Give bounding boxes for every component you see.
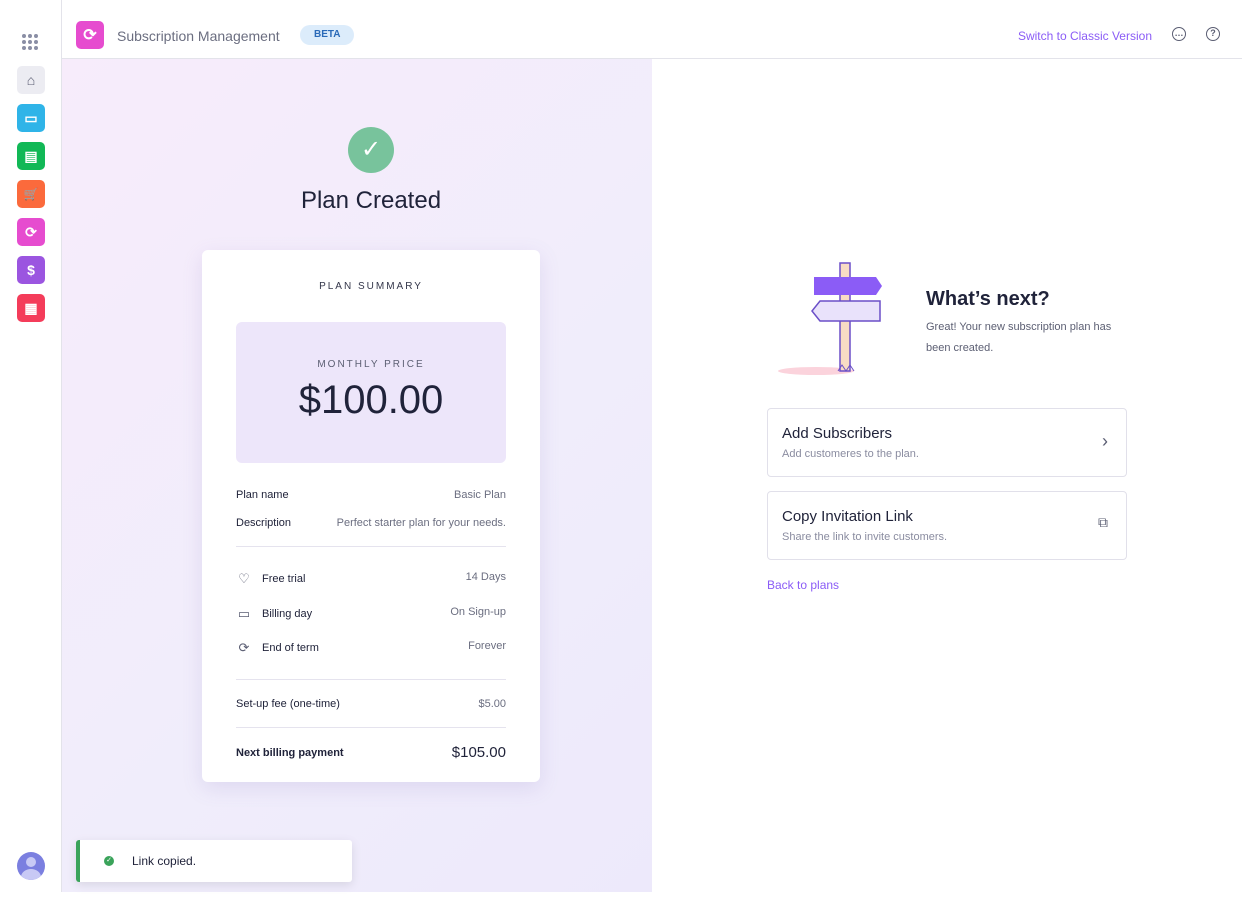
value: 14 Days [465, 571, 506, 583]
divider [236, 546, 506, 547]
option-subtitle: Share the link to invite customers. [782, 531, 948, 543]
option-title: Copy Invitation Link [782, 508, 913, 525]
billing-day-row: ▭ Billing day On Sign-up [236, 606, 506, 622]
page-title: Plan Created [300, 187, 442, 214]
end-term-row: ⟳ End of term Forever [236, 640, 506, 656]
value: On Sign-up [450, 606, 506, 618]
invoice-app-icon[interactable]: $ [17, 256, 45, 284]
divider [236, 679, 506, 680]
chevron-right-icon: › [1102, 431, 1108, 451]
switch-classic-link[interactable]: Switch to Classic Version [1017, 29, 1152, 43]
copy-invitation-link-button[interactable]: Copy Invitation Link Share the link to i… [767, 491, 1127, 560]
cart-app-icon[interactable]: 🛒 [17, 180, 45, 208]
label: Next billing payment [236, 746, 344, 759]
user-avatar[interactable] [17, 852, 45, 880]
apps-grid-icon[interactable] [22, 34, 38, 50]
monthly-price: $100.00 [298, 378, 444, 422]
app-sidebar: ⌂ ▭ ▤ 🛒 ⟳ $ ▦ [0, 0, 62, 892]
toast-text: Link copied. [132, 854, 197, 868]
plan-created-panel: ✓ Plan Created PLAN SUMMARY MONTHLY PRIC… [62, 59, 652, 892]
price-label: MONTHLY PRICE [317, 359, 425, 370]
calendar-icon: ▭ [237, 606, 251, 621]
plan-name-row: Plan name Basic Plan [236, 489, 506, 501]
subscription-logo-icon: ⟳ [76, 21, 104, 49]
next-payment-row: Next billing payment $105.00 [236, 744, 506, 761]
value: Perfect starter plan for your needs. [336, 517, 506, 529]
label: Free trial [262, 573, 306, 585]
success-icon: ✓ [104, 856, 114, 866]
whats-next-panel: What’s next? Great! Your new subscriptio… [652, 59, 1242, 892]
app-title: Subscription Management [117, 28, 280, 44]
notes-app-icon[interactable]: ▤ [17, 142, 45, 170]
value: $105.00 [451, 744, 506, 761]
description-row: Description Perfect starter plan for your… [236, 517, 506, 529]
monitor-app-icon[interactable]: ▭ [17, 104, 45, 132]
value: $5.00 [478, 698, 506, 710]
whats-next-text: Great! Your new subscription plan has be… [926, 321, 1112, 354]
beta-badge: BETA [300, 25, 355, 45]
option-subtitle: Add customeres to the plan. [782, 448, 919, 460]
option-title: Add Subscribers [782, 425, 893, 442]
heart-icon: ♡ [238, 571, 250, 586]
summary-heading: PLAN SUMMARY [319, 281, 423, 292]
label: End of term [262, 642, 319, 654]
copy-icon: ⧉ [1098, 514, 1108, 530]
label: Set-up fee (one-time) [236, 698, 340, 710]
top-header: ⟳ Subscription Management BETA Switch to… [62, 0, 1242, 59]
dashboard-app-icon[interactable]: ▦ [17, 294, 45, 322]
success-check-icon: ✓ [348, 127, 394, 173]
back-to-plans-link[interactable]: Back to plans [767, 578, 840, 592]
setup-fee-row: Set-up fee (one-time) $5.00 [236, 698, 506, 710]
divider [236, 727, 506, 728]
label: Description [236, 517, 292, 529]
whats-next-heading: What’s next? [926, 288, 1050, 310]
label: Plan name [236, 489, 289, 501]
signpost-illustration [778, 262, 882, 375]
chat-icon[interactable]: … [1172, 27, 1186, 41]
label: Billing day [262, 608, 313, 620]
value: Basic Plan [454, 489, 506, 501]
price-box: MONTHLY PRICE $100.00 [236, 322, 506, 463]
refresh-icon: ⟳ [238, 640, 250, 655]
home-icon[interactable]: ⌂ [17, 66, 45, 94]
help-icon[interactable]: ? [1206, 27, 1220, 41]
value: Forever [468, 640, 506, 652]
toast-notification: ✓ Link copied. [76, 840, 352, 882]
free-trial-row: ♡ Free trial 14 Days [236, 571, 506, 587]
plan-summary-card: PLAN SUMMARY MONTHLY PRICE $100.00 Plan … [202, 250, 540, 782]
subscriptions-app-icon[interactable]: ⟳ [17, 218, 45, 246]
add-subscribers-button[interactable]: Add Subscribers Add customeres to the pl… [767, 408, 1127, 477]
